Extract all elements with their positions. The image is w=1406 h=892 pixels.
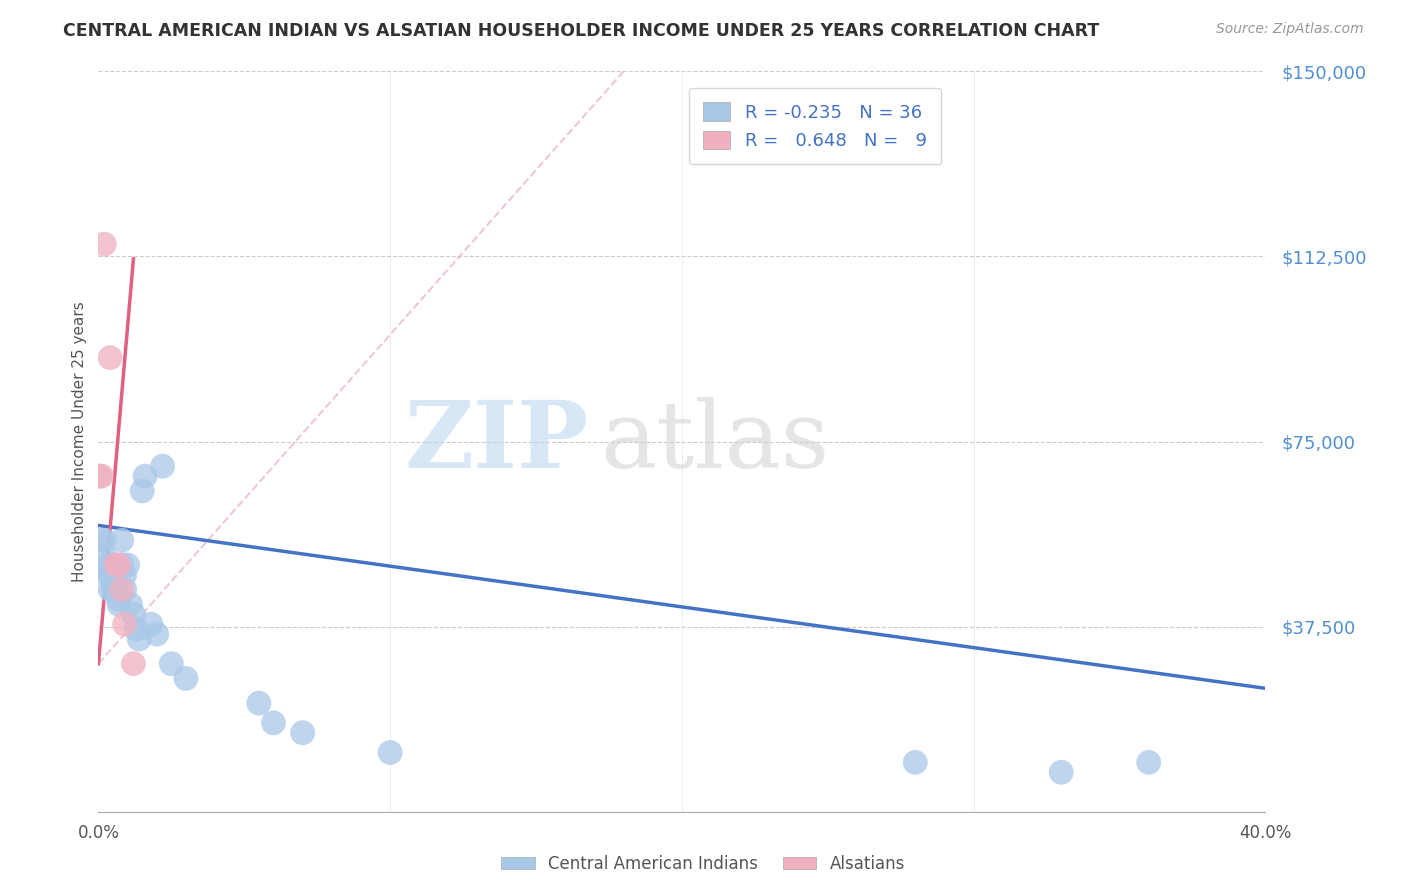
- Point: [98, 582, 121, 597]
- Point: [111, 582, 134, 597]
- Text: atlas: atlas: [600, 397, 830, 486]
- Point: [101, 582, 124, 597]
- Point: [114, 617, 136, 632]
- Text: ZIP: ZIP: [405, 397, 589, 486]
- Point: [98, 351, 121, 365]
- Point: [120, 598, 142, 612]
- Point: [247, 696, 270, 710]
- Point: [122, 607, 145, 622]
- Point: [134, 469, 156, 483]
- Point: [90, 469, 112, 483]
- Point: [96, 567, 118, 582]
- Point: [108, 558, 131, 572]
- Point: [108, 592, 131, 607]
- Point: [128, 632, 150, 646]
- Point: [114, 567, 136, 582]
- Point: [89, 469, 111, 483]
- Point: [104, 558, 127, 572]
- Point: [380, 746, 402, 760]
- Point: [117, 558, 139, 572]
- Point: [1050, 765, 1073, 780]
- Point: [146, 627, 169, 641]
- Point: [291, 725, 314, 739]
- Text: Source: ZipAtlas.com: Source: ZipAtlas.com: [1216, 22, 1364, 37]
- Point: [111, 558, 134, 572]
- Point: [101, 558, 124, 572]
- Point: [93, 237, 115, 252]
- Point: [108, 598, 131, 612]
- Point: [904, 756, 927, 770]
- Point: [174, 672, 197, 686]
- Point: [262, 715, 284, 730]
- Point: [90, 533, 112, 548]
- Point: [93, 533, 115, 548]
- Point: [122, 657, 145, 671]
- Point: [98, 567, 121, 582]
- Point: [160, 657, 183, 671]
- Point: [125, 622, 148, 636]
- Point: [104, 582, 127, 597]
- Point: [152, 459, 174, 474]
- Point: [111, 533, 134, 548]
- Y-axis label: Householder Income Under 25 years: Householder Income Under 25 years: [72, 301, 87, 582]
- Point: [114, 582, 136, 597]
- Point: [139, 617, 162, 632]
- Point: [131, 483, 153, 498]
- Point: [104, 567, 127, 582]
- Point: [96, 558, 118, 572]
- Legend: R = -0.235   N = 36, R =   0.648   N =   9: R = -0.235 N = 36, R = 0.648 N = 9: [689, 87, 941, 164]
- Point: [1137, 756, 1160, 770]
- Text: CENTRAL AMERICAN INDIAN VS ALSATIAN HOUSEHOLDER INCOME UNDER 25 YEARS CORRELATIO: CENTRAL AMERICAN INDIAN VS ALSATIAN HOUS…: [63, 22, 1099, 40]
- Point: [93, 548, 115, 562]
- Legend: Central American Indians, Alsatians: Central American Indians, Alsatians: [495, 848, 911, 880]
